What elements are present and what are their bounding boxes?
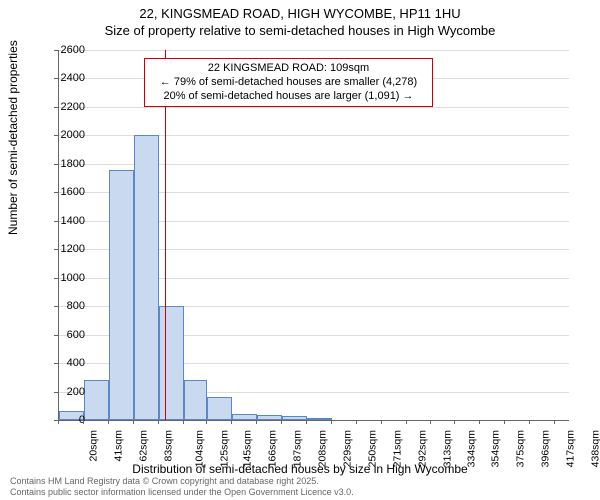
x-tick-mark	[454, 420, 455, 424]
y-tick-mark	[54, 107, 58, 108]
y-tick-label: 1400	[45, 215, 85, 227]
y-tick-label: 800	[45, 300, 85, 312]
y-tick-label: 1000	[45, 272, 85, 284]
y-tick-mark	[54, 335, 58, 336]
x-tick-label: 20sqm	[88, 430, 100, 462]
x-tick-mark	[206, 420, 207, 424]
x-tick-mark	[406, 420, 407, 424]
x-tick-mark	[430, 420, 431, 424]
x-tick-mark	[108, 420, 109, 424]
x-tick-label: 375sqm	[514, 430, 526, 467]
y-tick-label: 2600	[45, 44, 85, 56]
x-tick-label: 62sqm	[137, 430, 149, 462]
x-tick-mark	[306, 420, 307, 424]
x-tick-label: 187sqm	[291, 430, 303, 467]
info-box-line1: 22 KINGSMEAD ROAD: 109sqm	[151, 62, 426, 76]
x-tick-mark	[133, 420, 134, 424]
x-tick-mark	[256, 420, 257, 424]
histogram-bar	[257, 415, 282, 420]
y-tick-label: 1600	[45, 186, 85, 198]
y-tick-mark	[54, 221, 58, 222]
x-tick-mark	[83, 420, 84, 424]
x-tick-label: 208sqm	[316, 430, 328, 467]
histogram-bar	[232, 414, 257, 420]
x-tick-label: 396sqm	[539, 430, 551, 467]
x-tick-mark	[479, 420, 480, 424]
x-tick-mark	[554, 420, 555, 424]
info-box-line2: ← 79% of semi-detached houses are smalle…	[151, 76, 426, 90]
x-tick-label: 438sqm	[589, 430, 600, 467]
x-tick-mark	[158, 420, 159, 424]
histogram-bar	[282, 416, 307, 420]
histogram-bar	[207, 397, 232, 420]
chart-footer: Contains HM Land Registry data © Crown c…	[10, 476, 354, 498]
x-tick-mark	[356, 420, 357, 424]
info-box: 22 KINGSMEAD ROAD: 109sqm← 79% of semi-d…	[144, 58, 433, 107]
y-tick-label: 1800	[45, 158, 85, 170]
x-tick-label: 417sqm	[564, 430, 576, 467]
x-tick-mark	[529, 420, 530, 424]
x-tick-label: 334sqm	[466, 430, 478, 467]
footer-line1: Contains HM Land Registry data © Crown c…	[10, 476, 354, 487]
footer-line2: Contains public sector information licen…	[10, 487, 354, 498]
chart-title-line1: 22, KINGSMEAD ROAD, HIGH WYCOMBE, HP11 1…	[0, 6, 600, 21]
x-tick-label: 104sqm	[193, 430, 205, 467]
y-tick-mark	[54, 278, 58, 279]
y-tick-mark	[54, 306, 58, 307]
histogram-bar	[184, 380, 208, 420]
y-tick-mark	[54, 78, 58, 79]
x-tick-label: 313sqm	[441, 430, 453, 467]
y-tick-mark	[54, 50, 58, 51]
x-tick-mark	[281, 420, 282, 424]
x-tick-label: 250sqm	[366, 430, 378, 467]
x-tick-mark	[381, 420, 382, 424]
histogram-bar	[307, 418, 332, 420]
chart-plot-area: 22 KINGSMEAD ROAD: 109sqm← 79% of semi-d…	[58, 50, 569, 421]
histogram-bar	[109, 170, 134, 420]
x-tick-mark	[58, 420, 59, 424]
y-axis-title: Number of semi-detached properties	[6, 40, 20, 235]
histogram-bar	[159, 306, 184, 420]
y-tick-mark	[54, 135, 58, 136]
y-tick-label: 2000	[45, 129, 85, 141]
y-tick-label: 600	[45, 329, 85, 341]
chart-title-block: 22, KINGSMEAD ROAD, HIGH WYCOMBE, HP11 1…	[0, 0, 600, 38]
x-tick-mark	[331, 420, 332, 424]
histogram-bar	[84, 380, 109, 420]
y-tick-label: 200	[45, 386, 85, 398]
y-tick-mark	[54, 392, 58, 393]
y-tick-label: 0	[45, 414, 85, 426]
y-tick-label: 400	[45, 357, 85, 369]
x-tick-mark	[504, 420, 505, 424]
info-box-line3: 20% of semi-detached houses are larger (…	[151, 90, 426, 104]
y-tick-label: 1200	[45, 243, 85, 255]
y-tick-mark	[54, 249, 58, 250]
y-tick-label: 2200	[45, 101, 85, 113]
x-tick-label: 41sqm	[112, 430, 124, 462]
chart-title-line2: Size of property relative to semi-detach…	[0, 23, 600, 38]
histogram-bar	[134, 135, 159, 420]
x-tick-label: 166sqm	[267, 430, 279, 467]
x-tick-label: 145sqm	[242, 430, 254, 467]
x-tick-label: 271sqm	[391, 430, 403, 467]
x-tick-label: 125sqm	[218, 430, 230, 467]
x-tick-label: 229sqm	[341, 430, 353, 467]
y-tick-mark	[54, 363, 58, 364]
x-tick-label: 83sqm	[162, 430, 174, 462]
x-tick-label: 292sqm	[416, 430, 428, 467]
x-tick-mark	[231, 420, 232, 424]
x-tick-mark	[183, 420, 184, 424]
x-tick-label: 354sqm	[489, 430, 501, 467]
y-tick-mark	[54, 164, 58, 165]
y-gridline	[59, 50, 569, 51]
y-tick-mark	[54, 192, 58, 193]
y-tick-label: 2400	[45, 72, 85, 84]
